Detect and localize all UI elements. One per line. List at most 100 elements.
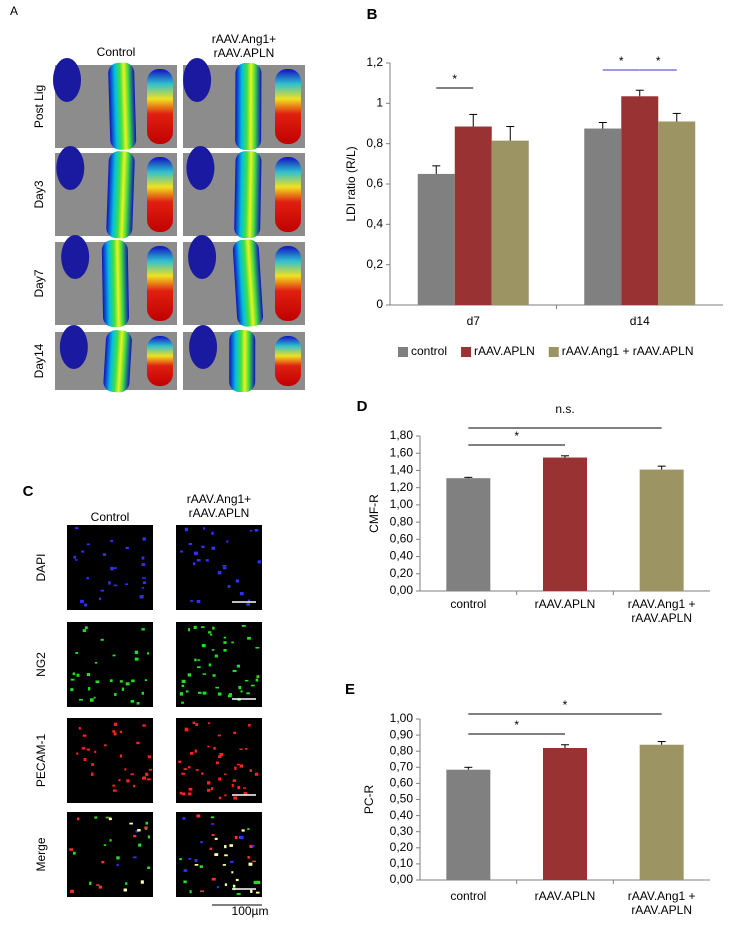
bar: [446, 478, 491, 591]
cell: [147, 835, 150, 839]
cell: [108, 581, 111, 585]
x-tick-label: rAAV.Ang1 +: [628, 889, 696, 903]
cell: [100, 638, 104, 641]
cell: [113, 567, 117, 570]
cell: [194, 658, 197, 662]
annotation: *: [452, 72, 457, 86]
bar: [584, 128, 622, 305]
row-label: Post Lig: [32, 85, 46, 128]
cell: [81, 550, 85, 553]
error-bar: [598, 121, 607, 129]
y-tick-label: 0,80: [390, 514, 414, 528]
cell: [70, 889, 74, 893]
tissue: [183, 58, 212, 102]
y-tick-label: 0,40: [390, 549, 414, 563]
cell: [124, 768, 127, 771]
cell: [105, 816, 109, 819]
cell: [94, 661, 98, 664]
cell: [138, 843, 142, 847]
cell: [234, 835, 238, 840]
cell: [93, 696, 96, 699]
paw: [147, 246, 173, 321]
cell: [125, 583, 129, 585]
cell: [179, 692, 184, 696]
cell: [200, 890, 204, 893]
cell: [113, 789, 117, 792]
cell: [224, 883, 228, 886]
paw: [147, 336, 173, 386]
x-tick-label: control: [450, 889, 486, 903]
cell: [217, 692, 222, 696]
cell: [134, 650, 139, 654]
cell: [189, 890, 192, 894]
cell: [222, 564, 227, 567]
cell: [207, 781, 211, 785]
cell: [197, 659, 201, 661]
cell: [210, 816, 215, 819]
y-tick-label: 0,00: [390, 583, 414, 597]
cell: [217, 734, 221, 737]
leg: [235, 63, 262, 151]
cell: [188, 858, 192, 860]
cell: [201, 772, 204, 775]
leg: [106, 151, 135, 239]
micrograph: [67, 718, 153, 803]
legend-swatch: [461, 347, 472, 357]
column-label: Control: [97, 45, 136, 59]
cell: [94, 816, 98, 819]
cell: [229, 844, 233, 847]
cell: [240, 835, 244, 840]
cell: [197, 666, 201, 669]
error-bar: [469, 113, 478, 127]
tissue: [188, 235, 217, 279]
cell: [147, 652, 150, 655]
y-tick-label: 0,60: [390, 776, 414, 790]
cell: [86, 543, 90, 546]
cell: [236, 664, 241, 668]
cell: [147, 755, 151, 759]
bar: [543, 747, 587, 880]
cell: [240, 690, 243, 693]
cell: [254, 528, 259, 532]
cell: [137, 828, 141, 832]
legend-label: rAAV.Ang1 + rAAV.APLN: [562, 344, 694, 358]
cell: [214, 853, 219, 856]
bar: [417, 173, 455, 305]
cell: [130, 773, 134, 776]
cell: [208, 663, 212, 667]
cell: [136, 702, 140, 705]
cell: [89, 698, 94, 702]
y-axis-label: PC-R: [362, 785, 376, 815]
paw: [275, 69, 301, 144]
cell: [121, 687, 124, 691]
cell: [246, 603, 250, 606]
cell: [110, 540, 113, 543]
cell: [113, 732, 117, 736]
cell: [209, 847, 213, 850]
cell: [250, 684, 255, 687]
paw: [147, 69, 173, 144]
cell: [224, 773, 227, 775]
cell: [141, 563, 146, 566]
cell: [250, 889, 253, 893]
y-tick-label: 0,00: [390, 872, 414, 886]
cell: [184, 527, 188, 532]
cell: [216, 886, 220, 889]
cell: [224, 794, 227, 797]
cell: [145, 821, 148, 825]
cell: [194, 859, 198, 863]
cell: [222, 864, 226, 866]
x-tick-label: rAAV.Ang1 +: [628, 597, 696, 611]
y-tick-label: 0,70: [390, 759, 414, 773]
cell: [249, 769, 253, 772]
micrograph: [176, 525, 262, 610]
cell: [125, 682, 130, 686]
cell: [188, 792, 192, 796]
y-tick-label: 1: [376, 96, 383, 110]
tissue: [56, 146, 85, 190]
cell: [73, 555, 77, 559]
cell: [188, 766, 191, 769]
tissue: [53, 58, 82, 102]
cell: [141, 556, 145, 560]
